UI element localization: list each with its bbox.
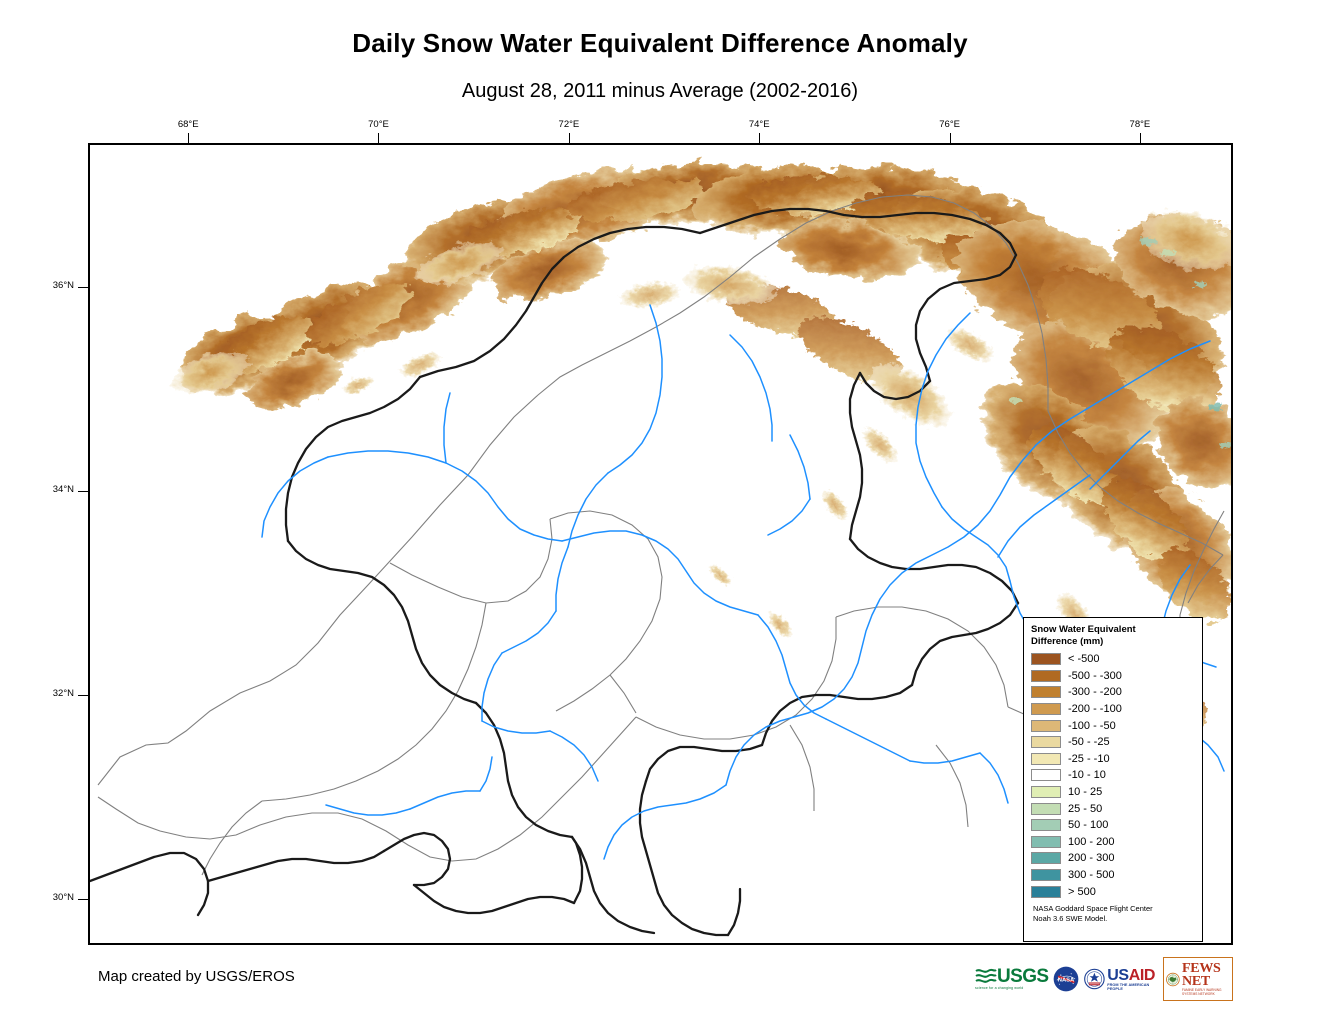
longitude-tick-label: 78°E (1129, 119, 1151, 130)
legend-label: -10 - 10 (1068, 769, 1106, 782)
nasa-logo[interactable]: NASA (1053, 959, 1079, 999)
legend-swatch (1031, 885, 1061, 898)
latitude-tick-mark (78, 694, 88, 696)
legend-label: 100 - 200 (1068, 835, 1115, 848)
usgs-tagline: science for a changing world (975, 986, 1024, 990)
fewsnet-wordmark: FEWS NET (1182, 961, 1221, 989)
international-borders (90, 207, 1020, 937)
legend-row: 50 - 100 (1031, 817, 1196, 834)
longitude-tick-mark (188, 133, 190, 143)
legend-label: -500 - -300 (1068, 669, 1122, 682)
map-credit: Map created by USGS/EROS (98, 968, 295, 985)
latitude-tick-label: 30°N (52, 891, 74, 903)
nasa-meatball-icon: NASA (1054, 966, 1079, 992)
legend-swatch (1031, 769, 1061, 782)
legend-label: 10 - 25 (1068, 786, 1103, 799)
legend-source-note: NASA Goddard Space Flight Center Noah 3.… (1033, 903, 1153, 923)
legend-swatch (1031, 719, 1061, 732)
legend-row: -10 - 10 (1031, 767, 1196, 784)
legend-swatch (1031, 703, 1061, 716)
legend-label: -300 - -200 (1068, 686, 1122, 699)
longitude-tick-label: 70°E (368, 119, 389, 130)
legend-row: 25 - 50 (1031, 800, 1196, 817)
legend-row: 200 - 300 (1031, 850, 1196, 867)
legend-label: 50 - 100 (1068, 819, 1109, 832)
latitude-tick-label: 36°N (52, 279, 74, 291)
usaid-seal-icon (1084, 968, 1106, 990)
fewsnet-logo[interactable]: FEWS NET FAMINE EARLY WARNING SYSTEMS NE… (1163, 957, 1233, 1001)
latitude-tick-label: 34°N (52, 483, 74, 495)
longitude-tick-mark (949, 133, 951, 143)
legend-class-list: < -500 -500 - -300 -300 - -200 -200 - -100 -… (1031, 651, 1196, 900)
longitude-tick-mark (1139, 133, 1141, 143)
longitude-tick-label: 72°E (558, 119, 580, 130)
legend-swatch (1031, 669, 1061, 682)
longitude-tick-mark (378, 133, 380, 143)
legend-swatch (1031, 786, 1061, 799)
latitude-tick-mark (78, 286, 88, 288)
legend-swatch (1031, 819, 1061, 832)
legend-label: -50 - -25 (1068, 736, 1110, 749)
legend-swatch (1031, 852, 1061, 865)
longitude-tick-mark (568, 133, 570, 143)
legend-row: -300 - -200 (1031, 684, 1196, 701)
fewsnet-tagline: FAMINE EARLY WARNING SYSTEMS NETWORK (1182, 988, 1222, 996)
legend-row: -50 - -25 (1031, 734, 1196, 751)
legend-row: 100 - 200 (1031, 834, 1196, 851)
usgs-wave-icon (975, 968, 997, 983)
legend-swatch (1031, 752, 1061, 765)
map-legend[interactable]: Snow Water Equivalent Difference (mm) < … (1023, 617, 1203, 942)
legend-label: -200 - -100 (1068, 703, 1122, 716)
usaid-wordmark: USAID (1107, 966, 1156, 984)
legend-swatch (1031, 686, 1061, 699)
legend-row: < -500 (1031, 651, 1196, 668)
legend-row: 10 - 25 (1031, 784, 1196, 801)
legend-label: 25 - 50 (1068, 802, 1103, 815)
usgs-logo[interactable]: USGS science for a changing world (975, 959, 1049, 999)
page-title: Daily Snow Water Equivalent Difference A… (352, 28, 968, 58)
longitude-tick-label: 68°E (177, 119, 199, 130)
latitude-tick-mark (78, 898, 88, 900)
legend-label: 300 - 500 (1068, 869, 1115, 882)
latitude-tick-label: 32°N (52, 687, 74, 699)
latitude-tick-mark (78, 490, 88, 492)
legend-label: -100 - -50 (1068, 719, 1116, 732)
legend-row: 300 - 500 (1031, 867, 1196, 884)
logo-bar: USGS science for a changing world NASA U… (975, 957, 1233, 1001)
legend-row: > 500 (1031, 883, 1196, 900)
legend-title: Snow Water Equivalent Difference (mm) (1031, 624, 1136, 647)
legend-row: -100 - -50 (1031, 717, 1196, 734)
legend-label: 200 - 300 (1068, 852, 1115, 865)
legend-label: > 500 (1068, 885, 1096, 898)
usgs-wordmark: USGS (997, 966, 1049, 987)
legend-swatch (1031, 802, 1061, 815)
legend-swatch (1031, 736, 1061, 749)
legend-swatch (1031, 653, 1061, 666)
page-subtitle: August 28, 2011 minus Average (2002-2016… (461, 80, 859, 102)
longitude-tick-mark (759, 133, 761, 143)
longitude-tick-label: 76°E (939, 119, 960, 130)
usaid-logo[interactable]: USAID FROM THE AMERICAN PEOPLE (1084, 959, 1158, 999)
legend-swatch (1031, 835, 1061, 848)
legend-label: < -500 (1068, 653, 1100, 666)
legend-row: -500 - -300 (1031, 668, 1196, 685)
svg-text:NASA: NASA (1058, 978, 1075, 984)
map-frame[interactable] (88, 143, 1233, 945)
legend-swatch (1031, 869, 1061, 882)
legend-row: -25 - -10 (1031, 751, 1196, 768)
legend-row: -200 - -100 (1031, 701, 1196, 718)
fewsnet-globe-icon (1166, 972, 1180, 986)
usaid-tagline: FROM THE AMERICAN PEOPLE (1107, 982, 1150, 991)
longitude-tick-label: 74°E (748, 119, 770, 130)
legend-label: -25 - -10 (1068, 752, 1110, 765)
